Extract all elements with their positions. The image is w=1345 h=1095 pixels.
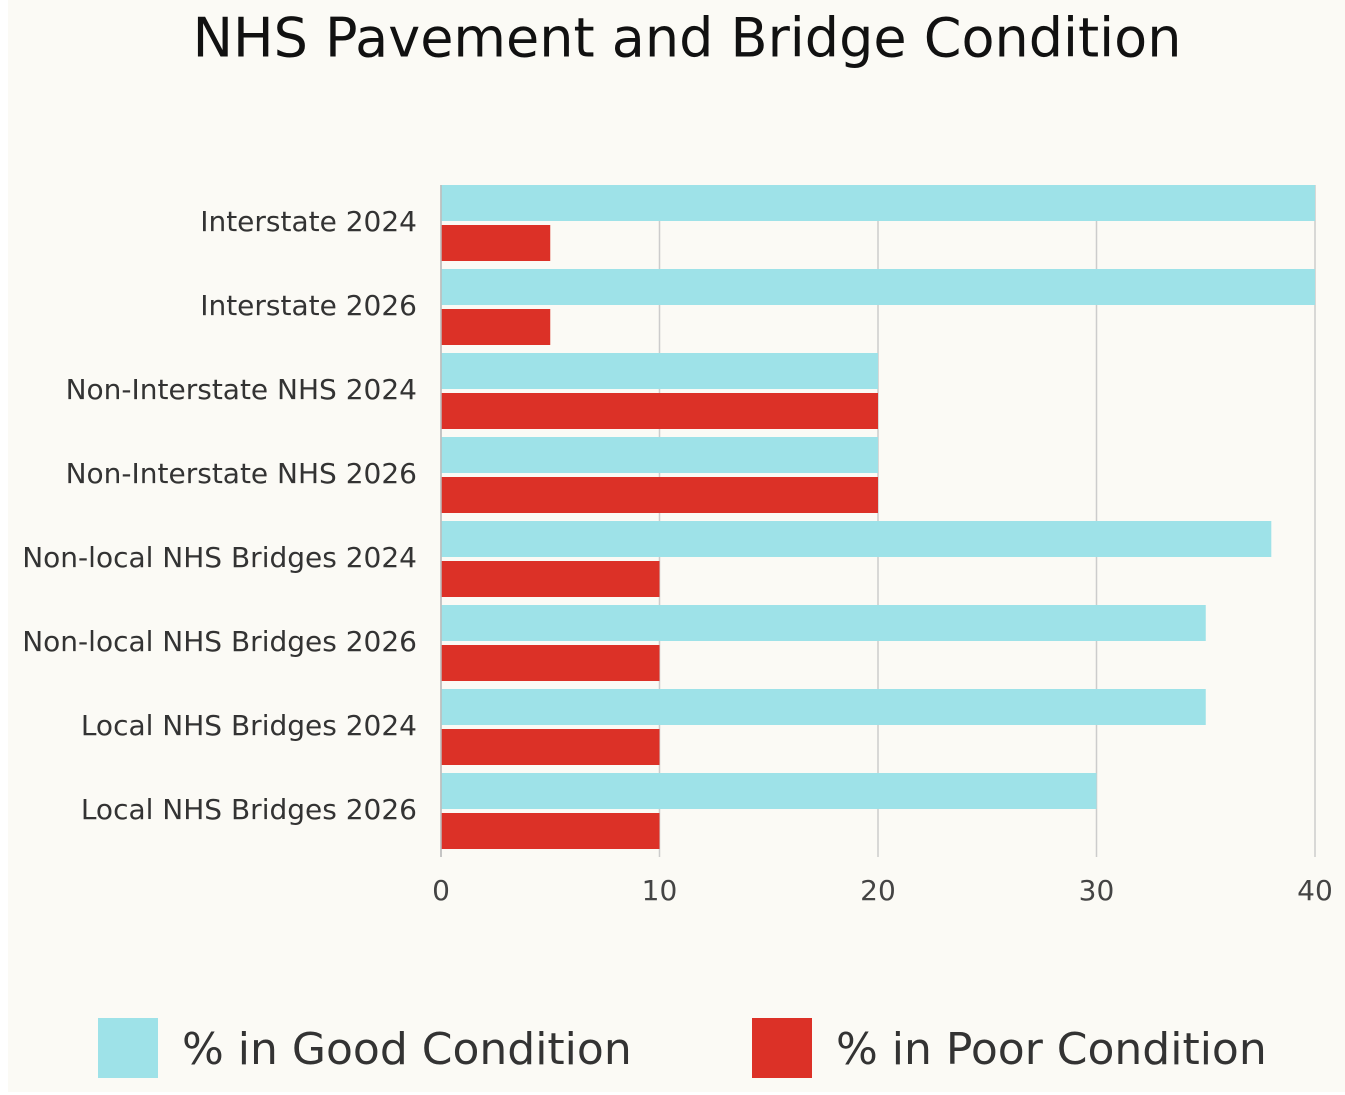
bar	[441, 605, 1206, 641]
bar	[441, 437, 878, 473]
chart-title: NHS Pavement and Bridge Condition	[193, 7, 1182, 70]
bar	[441, 269, 1315, 305]
bar	[441, 477, 878, 513]
y-tick-label: Non-Interstate NHS 2026	[66, 457, 417, 490]
legend-label: % in Poor Condition	[836, 1024, 1267, 1075]
y-tick-label: Non-local NHS Bridges 2024	[22, 541, 417, 574]
y-tick-label: Non-Interstate NHS 2024	[66, 373, 417, 406]
bar	[441, 729, 660, 765]
y-tick-label: Local NHS Bridges 2024	[81, 709, 417, 742]
x-tick-label: 40	[1297, 874, 1333, 907]
y-tick-label: Interstate 2026	[200, 289, 417, 322]
x-tick-label: 10	[642, 874, 678, 907]
legend-label: % in Good Condition	[182, 1024, 632, 1075]
bar	[441, 225, 551, 261]
y-tick-label: Local NHS Bridges 2026	[81, 793, 417, 826]
x-tick-label: 20	[860, 874, 896, 907]
legend-swatch	[752, 1018, 812, 1078]
bar	[441, 645, 660, 681]
bar	[441, 393, 878, 429]
bar	[441, 353, 878, 389]
y-tick-label: Interstate 2024	[200, 205, 417, 238]
bar	[441, 689, 1206, 725]
x-tick-label: 30	[1079, 874, 1115, 907]
bar	[441, 773, 1097, 809]
bar	[441, 521, 1272, 557]
bar	[441, 185, 1315, 221]
bar	[441, 813, 660, 849]
x-tick-label: 0	[432, 874, 450, 907]
legend-swatch	[98, 1018, 158, 1078]
y-tick-label: Non-local NHS Bridges 2026	[22, 625, 417, 658]
bar	[441, 561, 660, 597]
bar	[441, 309, 551, 345]
